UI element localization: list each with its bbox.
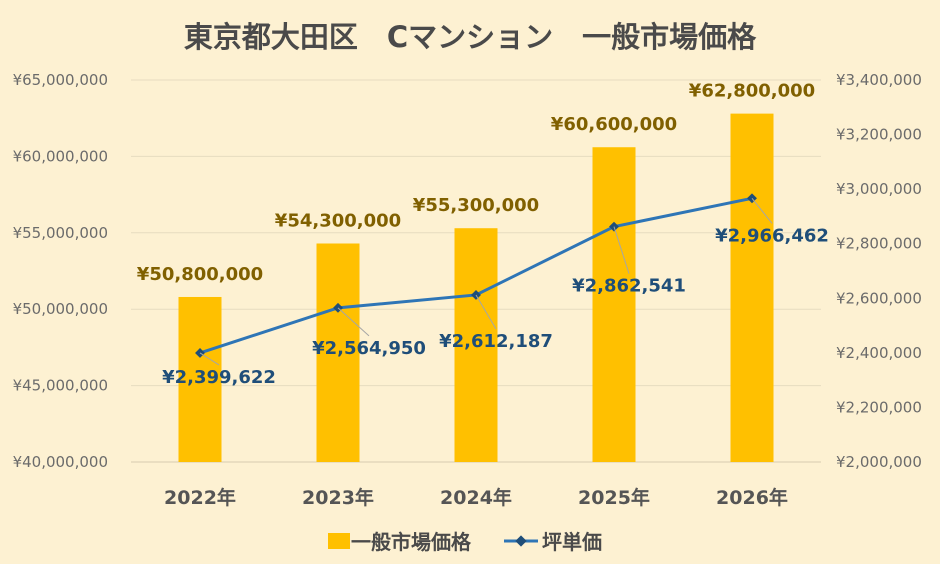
left-tick-label: ¥50,000,000 (13, 300, 108, 318)
legend-label-bar: 一般市場価格 (351, 530, 472, 554)
bar-value-label: ¥60,600,000 (551, 114, 677, 135)
legend-swatch-marker (515, 535, 527, 547)
leader-line (613, 226, 630, 274)
right-tick-label: ¥2,400,000 (836, 344, 922, 362)
right-tick-label: ¥3,400,000 (836, 71, 922, 89)
bar-value-label: ¥54,300,000 (275, 210, 401, 231)
left-tick-label: ¥60,000,000 (13, 147, 108, 165)
category-label: 2025年 (578, 486, 650, 509)
right-tick-label: ¥3,200,000 (836, 126, 922, 144)
category-label: 2022年 (164, 486, 236, 509)
leader-line (337, 307, 370, 337)
chart-title: 東京都大田区 Cマンション 一般市場価格 (184, 20, 757, 54)
bar-value-label: ¥50,800,000 (137, 264, 263, 285)
leader-line (475, 294, 497, 330)
legend-swatch-bar (328, 533, 350, 549)
bar (592, 147, 636, 462)
left-tick-label: ¥55,000,000 (13, 224, 108, 242)
legend-label-line: 坪単価 (542, 530, 602, 554)
category-label: 2026年 (716, 486, 788, 509)
leader-line (199, 352, 220, 366)
left-tick-label: ¥65,000,000 (13, 71, 108, 89)
line-value-label: ¥2,966,462 (715, 225, 829, 246)
line-value-label: ¥2,564,950 (312, 338, 426, 359)
left-tick-label: ¥45,000,000 (13, 377, 108, 395)
right-tick-label: ¥2,000,000 (836, 453, 922, 471)
bar (730, 113, 774, 462)
bar-series (178, 113, 774, 462)
category-label: 2024年 (440, 486, 512, 509)
left-tick-label: ¥40,000,000 (13, 453, 108, 471)
bar-value-label: ¥55,300,000 (413, 195, 539, 216)
bar (316, 243, 360, 462)
category-label: 2023年 (302, 486, 374, 509)
right-axis: ¥2,000,000 ¥2,200,000 ¥2,400,000 ¥2,600,000… (836, 71, 922, 471)
right-tick-label: ¥2,200,000 (836, 398, 922, 416)
bar (454, 228, 498, 462)
line-value-label: ¥2,612,187 (439, 331, 553, 352)
bar-value-label: ¥62,800,000 (689, 81, 815, 102)
category-axis: 2022年 2023年 2024年 2025年 2026年 (164, 486, 788, 509)
leader-line (751, 197, 773, 224)
bar (178, 296, 222, 462)
left-axis: ¥40,000,000 ¥45,000,000 ¥50,000,000 ¥55,000… (13, 71, 108, 471)
line-value-label: ¥2,862,541 (572, 276, 686, 297)
line-value-label: ¥2,399,622 (162, 367, 276, 388)
right-tick-label: ¥2,600,000 (836, 289, 922, 307)
legend: 一般市場価格 坪単価 (328, 530, 602, 554)
right-tick-label: ¥2,800,000 (836, 235, 922, 253)
data-labels: ¥50,800,000 ¥54,300,000 ¥55,300,000 ¥60,600… (137, 81, 829, 388)
right-tick-label: ¥3,000,000 (836, 180, 922, 198)
